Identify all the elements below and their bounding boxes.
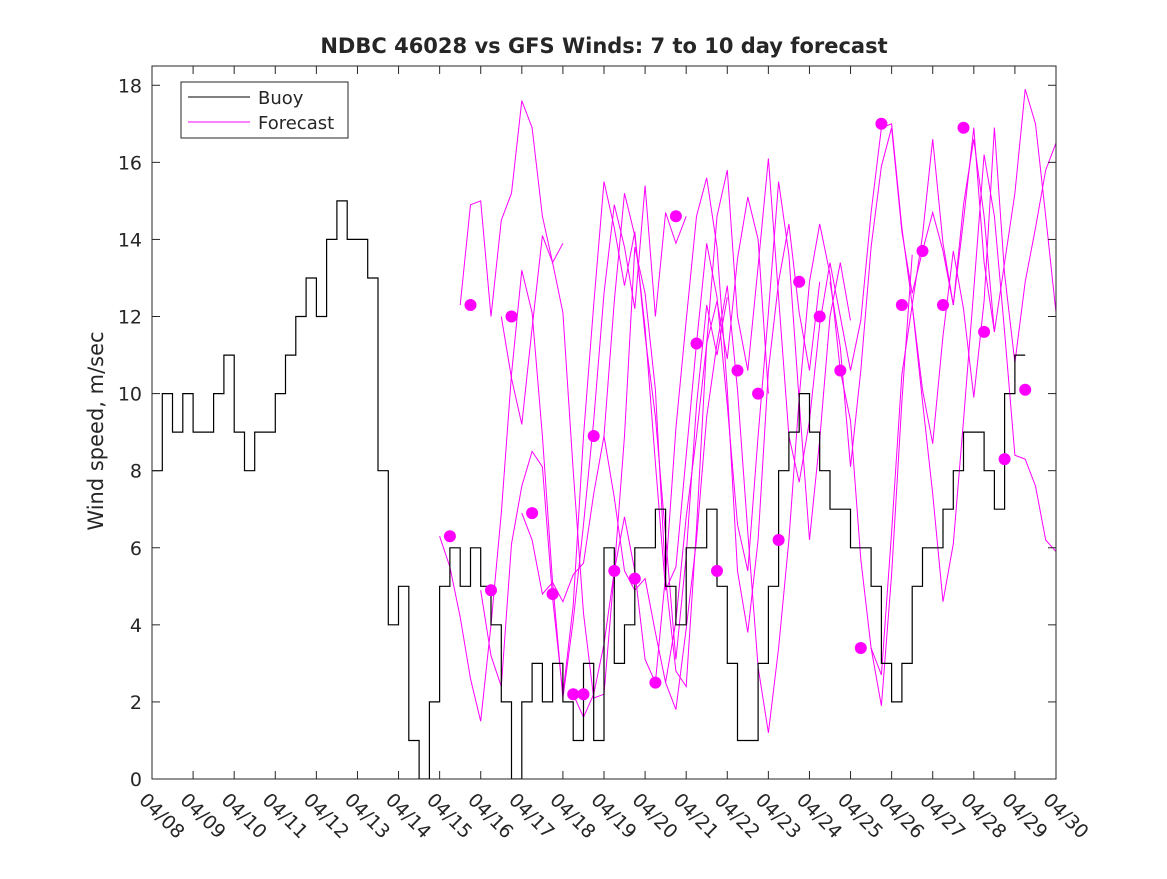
y-tick-label: 14 xyxy=(118,229,142,251)
forecast-marker xyxy=(731,364,744,377)
forecast-marker xyxy=(505,310,518,323)
forecast-marker xyxy=(690,337,703,350)
forecast-marker xyxy=(443,530,456,543)
legend-forecast-label: Forecast xyxy=(258,113,334,134)
forecast-marker xyxy=(526,507,539,520)
plot-area xyxy=(152,88,1056,779)
forecast-marker xyxy=(937,299,949,311)
y-tick-label: 18 xyxy=(118,75,142,97)
legend-box xyxy=(180,81,349,139)
y-tick-label: 6 xyxy=(130,538,142,560)
forecast-marker xyxy=(711,564,723,577)
chart-title: NDBC 46028 vs GFS Winds: 7 to 10 day for… xyxy=(320,34,887,58)
buoy-line xyxy=(152,200,1026,779)
forecast-marker xyxy=(793,275,806,288)
legend-buoy-label: Buoy xyxy=(258,88,304,109)
forecast-marker xyxy=(567,688,580,701)
y-tick-label: 16 xyxy=(118,152,142,174)
forecast-trace-10 xyxy=(829,88,1056,467)
y-tick-label: 8 xyxy=(130,461,142,483)
forecast-marker xyxy=(608,564,621,577)
forecast-marker xyxy=(485,584,497,597)
forecast-marker xyxy=(752,387,765,400)
y-tick-label: 0 xyxy=(130,769,142,791)
forecast-marker xyxy=(978,325,991,338)
y-tick-label: 10 xyxy=(118,384,142,406)
forecast-trace-5 xyxy=(521,196,769,683)
y-tick-label: 4 xyxy=(130,615,142,637)
forecast-marker xyxy=(854,642,867,654)
y-axis-label: Wind speed, m/sec xyxy=(84,331,108,530)
forecast-marker xyxy=(464,299,477,311)
forecast-trace-7 xyxy=(603,181,851,591)
forecast-marker xyxy=(772,534,785,546)
forecast-marker xyxy=(916,245,929,257)
forecast-marker xyxy=(669,210,682,223)
forecast-marker xyxy=(895,299,908,311)
forecast-marker xyxy=(546,588,559,600)
forecast-marker xyxy=(628,572,641,585)
legend: Buoy Forecast xyxy=(180,81,349,139)
forecast-trace-12 xyxy=(911,127,1056,444)
data-layer xyxy=(152,88,1056,779)
forecast-trace-1 xyxy=(459,100,564,317)
forecast-marker xyxy=(834,364,847,377)
y-tick-label: 2 xyxy=(130,692,142,714)
forecast-marker xyxy=(998,453,1011,466)
forecast-marker xyxy=(587,430,600,442)
y-tick-label: 12 xyxy=(118,307,142,329)
forecast-marker xyxy=(577,688,590,701)
forecast-marker xyxy=(957,121,970,134)
forecast-trace-11 xyxy=(870,154,1056,676)
forecast-marker xyxy=(1019,383,1032,396)
forecast-marker xyxy=(649,676,662,689)
forecast-marker xyxy=(813,310,826,323)
forecast-marker xyxy=(875,117,888,130)
